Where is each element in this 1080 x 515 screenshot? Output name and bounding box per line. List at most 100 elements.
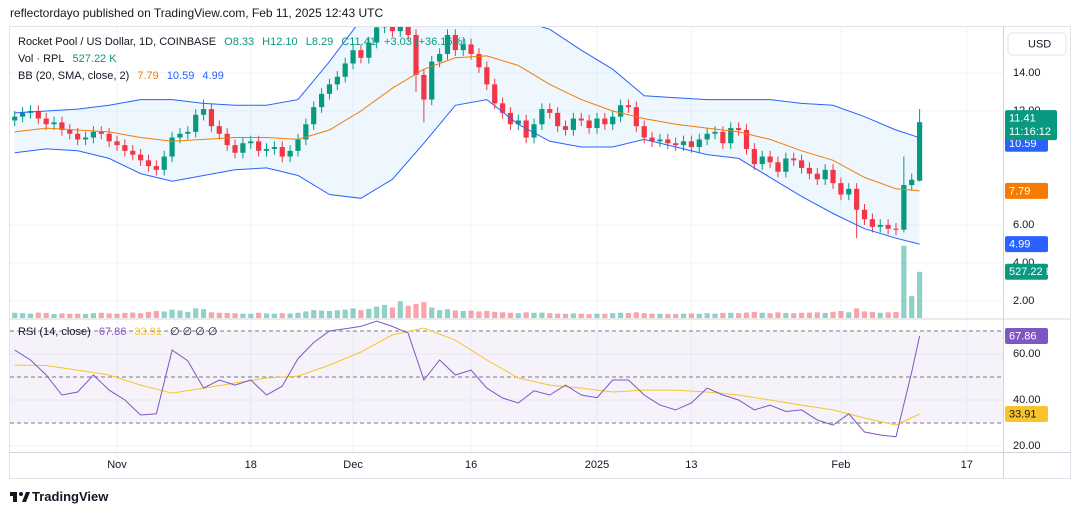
volume-bar	[586, 314, 592, 318]
bb-lower-value: 4.99	[202, 70, 224, 82]
bb-basis-badge-bg	[1005, 182, 1048, 199]
volume-bar	[484, 310, 490, 318]
candle-body	[444, 34, 451, 54]
x-tick-label: Feb	[831, 459, 850, 471]
candle-body	[318, 93, 325, 108]
x-tick-label: 16	[465, 459, 477, 471]
currency-label[interactable]: USD	[1028, 38, 1051, 50]
symbol-title[interactable]: Rocket Pool / US Dollar, 1D, COINBASE	[18, 36, 217, 48]
volume-bar	[437, 310, 443, 318]
volume-bar	[90, 313, 97, 318]
candle-body	[240, 143, 246, 153]
bb-title[interactable]: BB (20, SMA, close, 2)	[18, 70, 130, 82]
volume-bar	[295, 312, 301, 318]
logo-part	[19, 492, 23, 496]
candle-body	[869, 219, 875, 227]
volume-bar	[657, 313, 663, 318]
volume-bar	[67, 313, 73, 318]
volume-bar	[98, 312, 104, 318]
candle-body	[90, 131, 97, 138]
candle-body	[114, 141, 120, 146]
candle-body	[830, 169, 836, 184]
candle-body	[586, 120, 592, 129]
x-tick-label: 17	[961, 459, 973, 471]
candle-body	[161, 156, 167, 170]
candle-body	[822, 169, 828, 180]
candle-body	[311, 107, 317, 125]
candle-body	[389, 27, 396, 32]
rsi-title[interactable]: RSI (14, close)	[18, 326, 91, 338]
candle-body	[696, 139, 702, 148]
candle-body	[169, 137, 175, 157]
candle-body	[846, 188, 852, 195]
bb-lower-badge-bg	[1005, 236, 1048, 253]
candle-body	[342, 63, 348, 77]
logo-part	[13, 492, 17, 502]
candle-body	[798, 160, 805, 168]
candle-body	[279, 147, 285, 157]
candle-body	[751, 148, 757, 165]
candle-body	[138, 154, 144, 161]
volume-bar	[334, 310, 340, 318]
volume-bar	[893, 311, 899, 318]
volume-bar	[35, 312, 41, 318]
volume-bar	[263, 313, 270, 318]
candle-body	[547, 109, 553, 113]
volume-bar	[869, 311, 875, 318]
volume-bar	[515, 313, 521, 318]
volume-bar	[594, 313, 600, 318]
candle-body	[59, 122, 65, 130]
volume-bar	[901, 245, 907, 318]
volume-bar	[499, 312, 506, 318]
candle-body	[216, 126, 222, 134]
bb-upper	[14, 27, 920, 139]
rsi-value: 67.86	[98, 326, 127, 338]
legend-row: BB (20, SMA, close, 2) 7.79 10.59 4.99	[18, 68, 471, 85]
rsi-legend: RSI (14, close) 67.86 33.91 ∅ ∅ ∅ ∅	[18, 324, 223, 341]
volume-bar	[19, 313, 26, 318]
rsi-ma-badge: 33.91	[1009, 408, 1037, 420]
currency-button[interactable]	[1007, 32, 1067, 56]
price-badge: 11.41	[1009, 113, 1036, 125]
publish-info: reflectordayo published on TradingView.c…	[10, 6, 384, 20]
candle-body	[783, 158, 789, 172]
legend-row: Rocket Pool / US Dollar, 1D, COINBASE O8…	[18, 34, 471, 51]
rsi-pane	[10, 320, 1003, 438]
candle-body	[271, 147, 277, 149]
candle-body	[248, 141, 254, 144]
volume-bar	[75, 313, 81, 318]
legend-row: Vol · RPL 527.22 K	[18, 51, 471, 68]
candle-body	[499, 103, 506, 113]
bb-basis-value: 7.79	[137, 70, 159, 82]
volume-bar	[130, 312, 136, 318]
volume-bar	[374, 306, 380, 318]
volume-bar	[767, 313, 773, 318]
candle-body	[19, 112, 26, 117]
bb-lower-badge: 4.99	[1009, 239, 1030, 251]
y-tick-label: 14.00	[1013, 67, 1041, 79]
volume-bar	[861, 311, 868, 318]
candle-body	[759, 156, 765, 165]
volume-bar	[177, 310, 183, 318]
x-tick-label: 2025	[585, 459, 609, 471]
volume-bar	[641, 313, 647, 318]
volume-title[interactable]: Vol · RPL	[18, 53, 65, 65]
volume-bar	[751, 311, 757, 318]
volume-bar	[531, 312, 537, 318]
volume-bar	[287, 313, 293, 318]
candle-body	[208, 109, 215, 127]
candle-body	[885, 224, 891, 229]
volume-bar	[617, 312, 624, 318]
candle-body	[122, 145, 128, 151]
candle-body	[460, 44, 466, 51]
volume-bar	[51, 314, 57, 318]
volume-bar	[43, 312, 49, 318]
volume-bar	[122, 312, 128, 318]
candle-body	[555, 112, 561, 127]
candle-body	[657, 139, 663, 142]
x-tick-label: Dec	[343, 459, 363, 471]
volume-bar	[704, 313, 710, 318]
candle-body	[437, 53, 443, 62]
candle-body	[177, 133, 183, 138]
